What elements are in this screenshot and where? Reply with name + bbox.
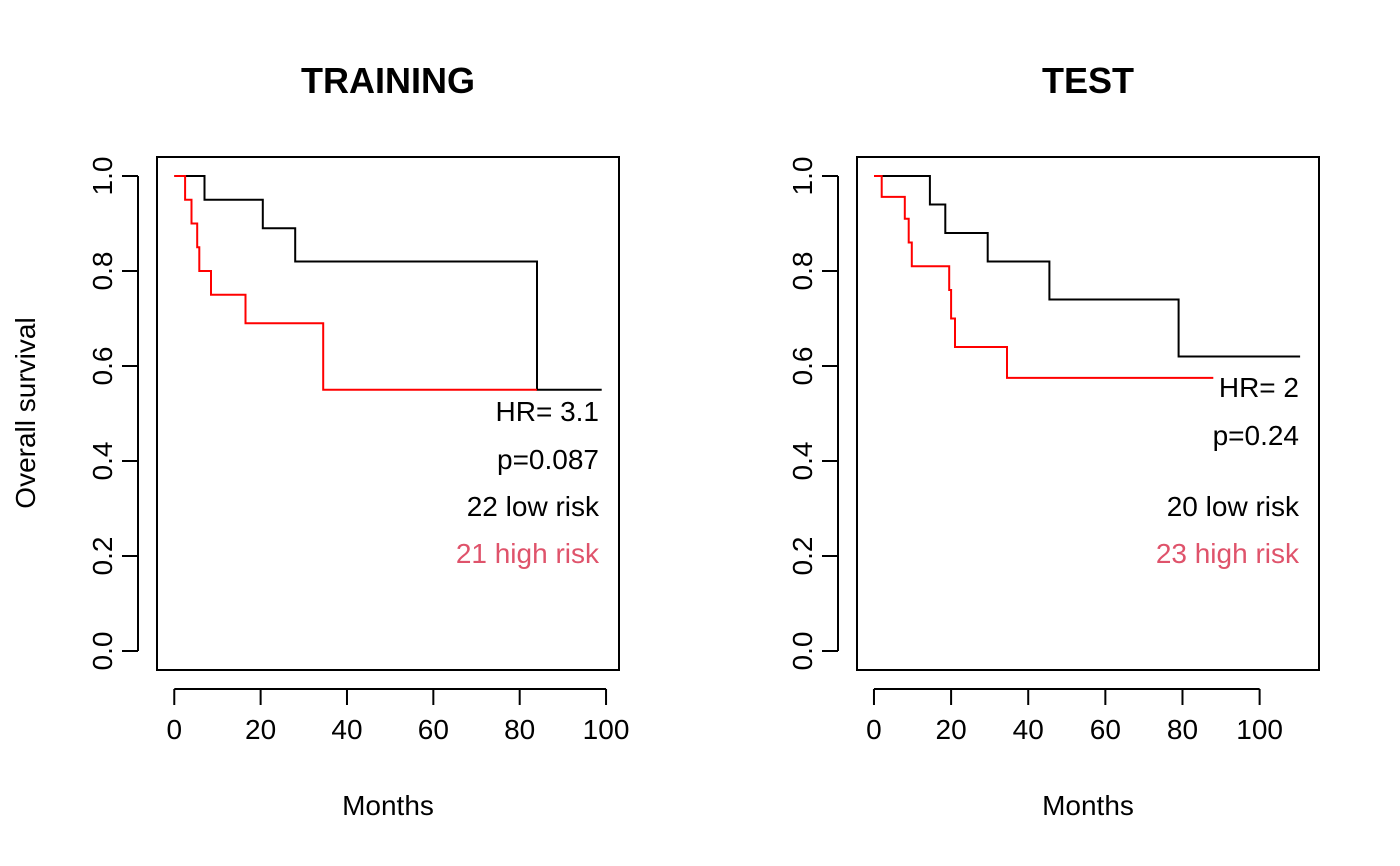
panel-training: TRAINING 0 20 40 60 80 100 0.0 0.2 0.4 0.6 0.8 1.0… — [87, 60, 629, 821]
x-tick-label: 80 — [504, 714, 535, 745]
x-axis: 0 20 40 60 80 100 — [166, 688, 630, 745]
panel-test: TEST 0 20 40 60 80 100 0.0 0.2 0.4 0.6 0.8 1.0 HR=… — [787, 60, 1320, 821]
x-tick-label: 80 — [1167, 714, 1198, 745]
low-risk-count-label: 20 low risk — [1167, 491, 1300, 522]
x-tick-label: 40 — [1013, 714, 1044, 745]
y-tick-label: 0.0 — [87, 632, 118, 671]
x-axis-title: Months — [1042, 790, 1134, 821]
y-tick-label: 0.4 — [787, 442, 818, 481]
hazard-ratio-label: HR= 3.1 — [496, 396, 600, 427]
high-risk-survival-curve — [874, 175, 1214, 379]
x-axis-title: Months — [342, 790, 434, 821]
y-axis: 0.0 0.2 0.4 0.6 0.8 1.0 — [87, 157, 139, 671]
panel-title: TEST — [1042, 60, 1134, 101]
low-risk-survival-curve — [874, 175, 1301, 358]
y-tick-label: 0.2 — [787, 537, 818, 576]
x-tick-label: 60 — [418, 714, 449, 745]
series-layer — [874, 175, 1301, 379]
high-risk-survival-curve — [174, 175, 537, 391]
low-risk-count-label: 22 low risk — [467, 491, 600, 522]
y-tick-label: 0.6 — [87, 347, 118, 386]
series-layer — [174, 175, 602, 391]
x-tick-label: 100 — [1236, 714, 1283, 745]
y-axis-title: Overall survival — [10, 317, 41, 508]
y-tick-label: 0.6 — [787, 347, 818, 386]
plot-frame — [156, 156, 620, 671]
high-risk-count-label: 21 high risk — [456, 538, 600, 569]
y-tick-label: 1.0 — [87, 157, 118, 196]
y-tick-label: 0.8 — [787, 252, 818, 291]
high-risk-count-label: 23 high risk — [1156, 538, 1300, 569]
hazard-ratio-label: HR= 2 — [1219, 372, 1299, 403]
x-tick-label: 0 — [866, 714, 882, 745]
y-tick-label: 1.0 — [787, 157, 818, 196]
y-tick-label: 0.0 — [787, 632, 818, 671]
panel-title: TRAINING — [301, 60, 475, 101]
x-tick-label: 20 — [245, 714, 276, 745]
x-tick-label: 20 — [936, 714, 967, 745]
x-tick-label: 100 — [583, 714, 630, 745]
y-tick-label: 0.4 — [87, 442, 118, 481]
low-risk-survival-curve — [174, 175, 602, 391]
x-tick-label: 40 — [331, 714, 362, 745]
x-axis: 0 20 40 60 80 100 — [866, 688, 1283, 745]
p-value-label: p=0.24 — [1213, 420, 1299, 451]
y-tick-label: 0.2 — [87, 537, 118, 576]
y-axis: 0.0 0.2 0.4 0.6 0.8 1.0 — [787, 157, 839, 671]
y-tick-label: 0.8 — [87, 252, 118, 291]
x-tick-label: 0 — [166, 714, 182, 745]
plot-frame — [856, 156, 1320, 671]
x-tick-label: 60 — [1090, 714, 1121, 745]
p-value-label: p=0.087 — [497, 444, 599, 475]
